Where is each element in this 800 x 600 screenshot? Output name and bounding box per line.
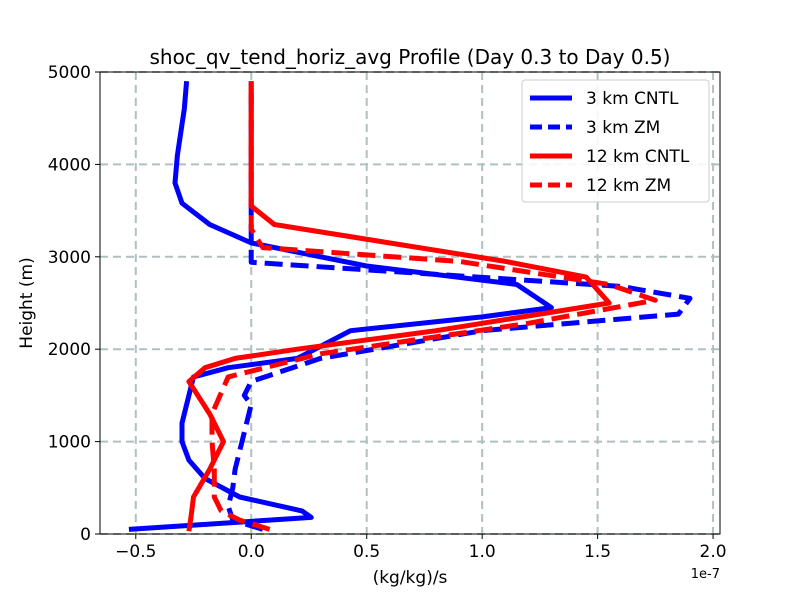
x-tick-label: 1.0	[469, 542, 496, 562]
x-scale-label: 1e-7	[691, 567, 720, 582]
y-tick-label: 4000	[48, 155, 91, 175]
legend: 3 km CNTL 3 km ZM 12 km CNTL 12 km ZM	[521, 79, 710, 203]
x-tick-label: −0.5	[115, 542, 156, 562]
y-tick-label: 1000	[48, 433, 91, 453]
x-axis-ticks: −0.5 0.0 0.5 1.0 1.5 2.0	[115, 534, 727, 562]
chart-title: shoc_qv_tend_horiz_avg Profile (Day 0.3 …	[150, 45, 671, 69]
y-tick-label: 3000	[48, 248, 91, 268]
legend-label: 3 km ZM	[586, 118, 660, 138]
x-tick-label: 2.0	[700, 542, 727, 562]
y-tick-label: 5000	[48, 63, 91, 83]
plot-frame	[99, 71, 721, 535]
y-tick-label: 2000	[48, 340, 91, 360]
series-line-3-km-cntl	[128, 80, 554, 532]
legend-label: 3 km CNTL	[586, 89, 679, 109]
y-axis-ticks: 0 1000 2000 3000 4000 5000	[48, 63, 100, 545]
legend-label: 12 km CNTL	[586, 147, 690, 167]
legend-frame	[521, 79, 710, 203]
x-tick-label: 1.5	[584, 542, 611, 562]
series-line-12-km-cntl	[186, 81, 612, 532]
x-tick-label: 0.0	[238, 542, 265, 562]
series-line-3-km-zm	[225, 81, 693, 532]
y-tick-label: 0	[80, 525, 91, 545]
series-line-12-km-zm	[209, 81, 658, 532]
legend-label: 12 km ZM	[586, 176, 671, 196]
grid	[100, 71, 720, 535]
y-axis-label: Height (m)	[17, 257, 37, 348]
x-axis-label: (kg/kg)/s	[373, 568, 448, 588]
x-tick-label: 0.5	[353, 542, 380, 562]
series-group	[128, 80, 693, 532]
